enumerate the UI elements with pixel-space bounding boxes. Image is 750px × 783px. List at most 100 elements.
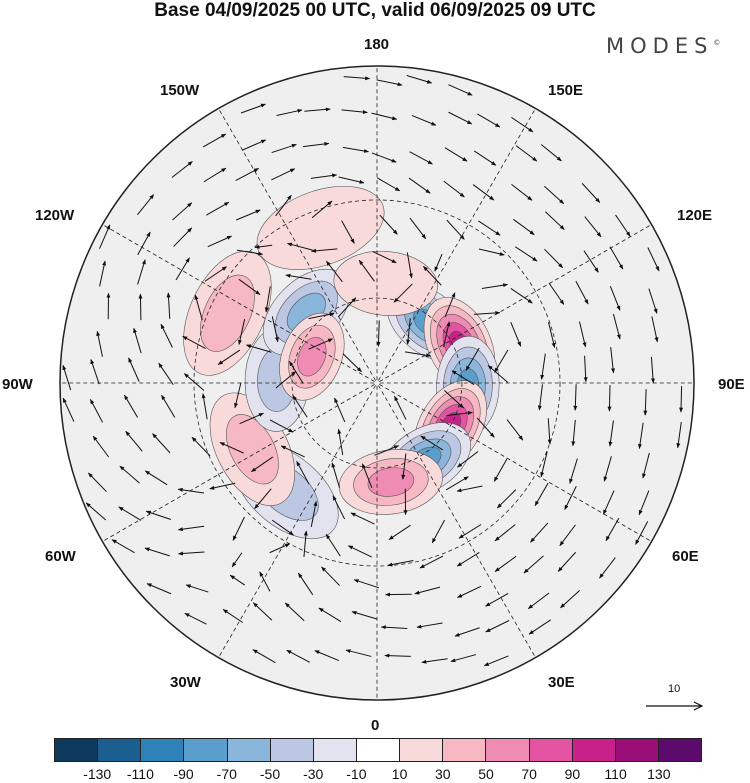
- wind-vector: [513, 218, 535, 236]
- colorbar-swatch: [98, 739, 142, 761]
- wind-vector: [259, 571, 271, 592]
- wind-vector: [343, 76, 371, 81]
- wind-vector: [421, 658, 448, 664]
- wind-vector: [269, 419, 294, 433]
- wind-vector: [494, 349, 509, 373]
- wind-vector: [642, 452, 650, 479]
- colorbar-tick-label: -30: [303, 766, 324, 782]
- wind-vector: [137, 259, 146, 285]
- wind-vector: [207, 235, 232, 248]
- wind-vector: [325, 533, 341, 557]
- wind-vector: [308, 338, 334, 350]
- anomaly-contour: [226, 414, 279, 485]
- meridian-line: [102, 224, 375, 382]
- wind-vector: [252, 649, 276, 664]
- wind-vector: [303, 141, 330, 148]
- wind-vector: [384, 653, 411, 658]
- wind-vector: [443, 180, 465, 198]
- wind-vector: [341, 109, 368, 115]
- wind-vector: [537, 384, 543, 411]
- wind-vector: [515, 246, 538, 262]
- wind-vector: [191, 436, 211, 457]
- lon-label-180: 180: [364, 36, 390, 53]
- wind-vector: [609, 286, 621, 311]
- wind-vector: [476, 417, 495, 438]
- lon-label-0: 0: [371, 717, 380, 734]
- latitude-circle: [291, 297, 463, 469]
- wind-vector: [285, 273, 312, 280]
- wind-vector: [573, 384, 578, 411]
- wind-vector: [496, 489, 517, 509]
- wind-vector: [485, 593, 509, 607]
- colorbar-tick-label: -10: [346, 766, 367, 782]
- wind-vector: [123, 394, 139, 418]
- meridian-line: [379, 384, 652, 542]
- wind-vector: [431, 519, 446, 544]
- colorbar-swatch: [55, 739, 99, 761]
- wind-vector: [451, 370, 475, 385]
- wind-vector: [527, 592, 550, 610]
- wind-vector: [144, 470, 168, 486]
- wind-vector: [204, 266, 227, 282]
- lon-label-30e: 30E: [548, 674, 575, 691]
- wind-vector: [374, 445, 400, 456]
- wind-vector: [358, 259, 375, 282]
- colorbar: [54, 738, 702, 762]
- wind-vector: [448, 111, 473, 125]
- wind-vector: [338, 176, 365, 184]
- wind-vector: [444, 147, 468, 162]
- wind-vector: [575, 280, 589, 305]
- wind-vector: [444, 292, 456, 318]
- wind-vector: [194, 294, 203, 321]
- wind-vector: [638, 422, 644, 450]
- lon-label-120e: 120E: [677, 207, 713, 224]
- wind-vector: [506, 419, 524, 441]
- wind-vector: [254, 488, 272, 510]
- wind-vector: [137, 194, 155, 216]
- wind-vector: [443, 390, 464, 409]
- wind-vector: [638, 490, 650, 516]
- wind-vector: [404, 351, 432, 358]
- map-disc: [60, 66, 694, 700]
- anomaly-contour: [297, 337, 327, 377]
- wind-vector: [599, 557, 616, 579]
- wind-vector: [92, 435, 110, 458]
- colorbar-tick-label: 110: [604, 766, 627, 782]
- colorbar-tick-label: 10: [391, 766, 408, 782]
- wind-vector: [209, 482, 236, 490]
- wind-vector: [269, 543, 291, 554]
- anomaly-contour: [256, 185, 385, 270]
- wind-vector: [342, 146, 369, 153]
- wind-vector: [376, 320, 381, 347]
- wind-vector: [605, 517, 620, 542]
- wind-vector: [557, 551, 577, 572]
- wind-vector: [297, 572, 314, 596]
- wind-vector: [185, 584, 209, 593]
- colorbar-swatch: [486, 739, 530, 761]
- wind-vector: [271, 168, 296, 181]
- wind-vector: [609, 246, 624, 270]
- wind-vector: [581, 183, 601, 203]
- wind-vector: [275, 194, 292, 217]
- meridian-line: [218, 385, 376, 658]
- colorbar-tick-label: -130: [83, 766, 112, 782]
- wind-vector: [310, 248, 338, 253]
- wind-vector: [473, 310, 501, 315]
- wind-vector: [478, 248, 505, 256]
- wind-vector: [472, 184, 495, 201]
- wind-vector: [239, 412, 264, 425]
- wind-vector: [326, 260, 343, 283]
- wind-vector: [540, 144, 562, 162]
- wind-vector: [252, 602, 273, 621]
- wind-vector: [229, 574, 246, 586]
- wind-vector: [238, 278, 261, 295]
- wind-vector: [90, 358, 100, 385]
- wind-vector: [341, 220, 355, 244]
- wind-vector: [487, 365, 509, 383]
- wind-vector: [118, 506, 142, 521]
- wind-vector: [236, 209, 261, 221]
- wind-vector: [271, 519, 294, 536]
- wind-vector: [454, 627, 480, 637]
- wind-vector: [547, 418, 552, 445]
